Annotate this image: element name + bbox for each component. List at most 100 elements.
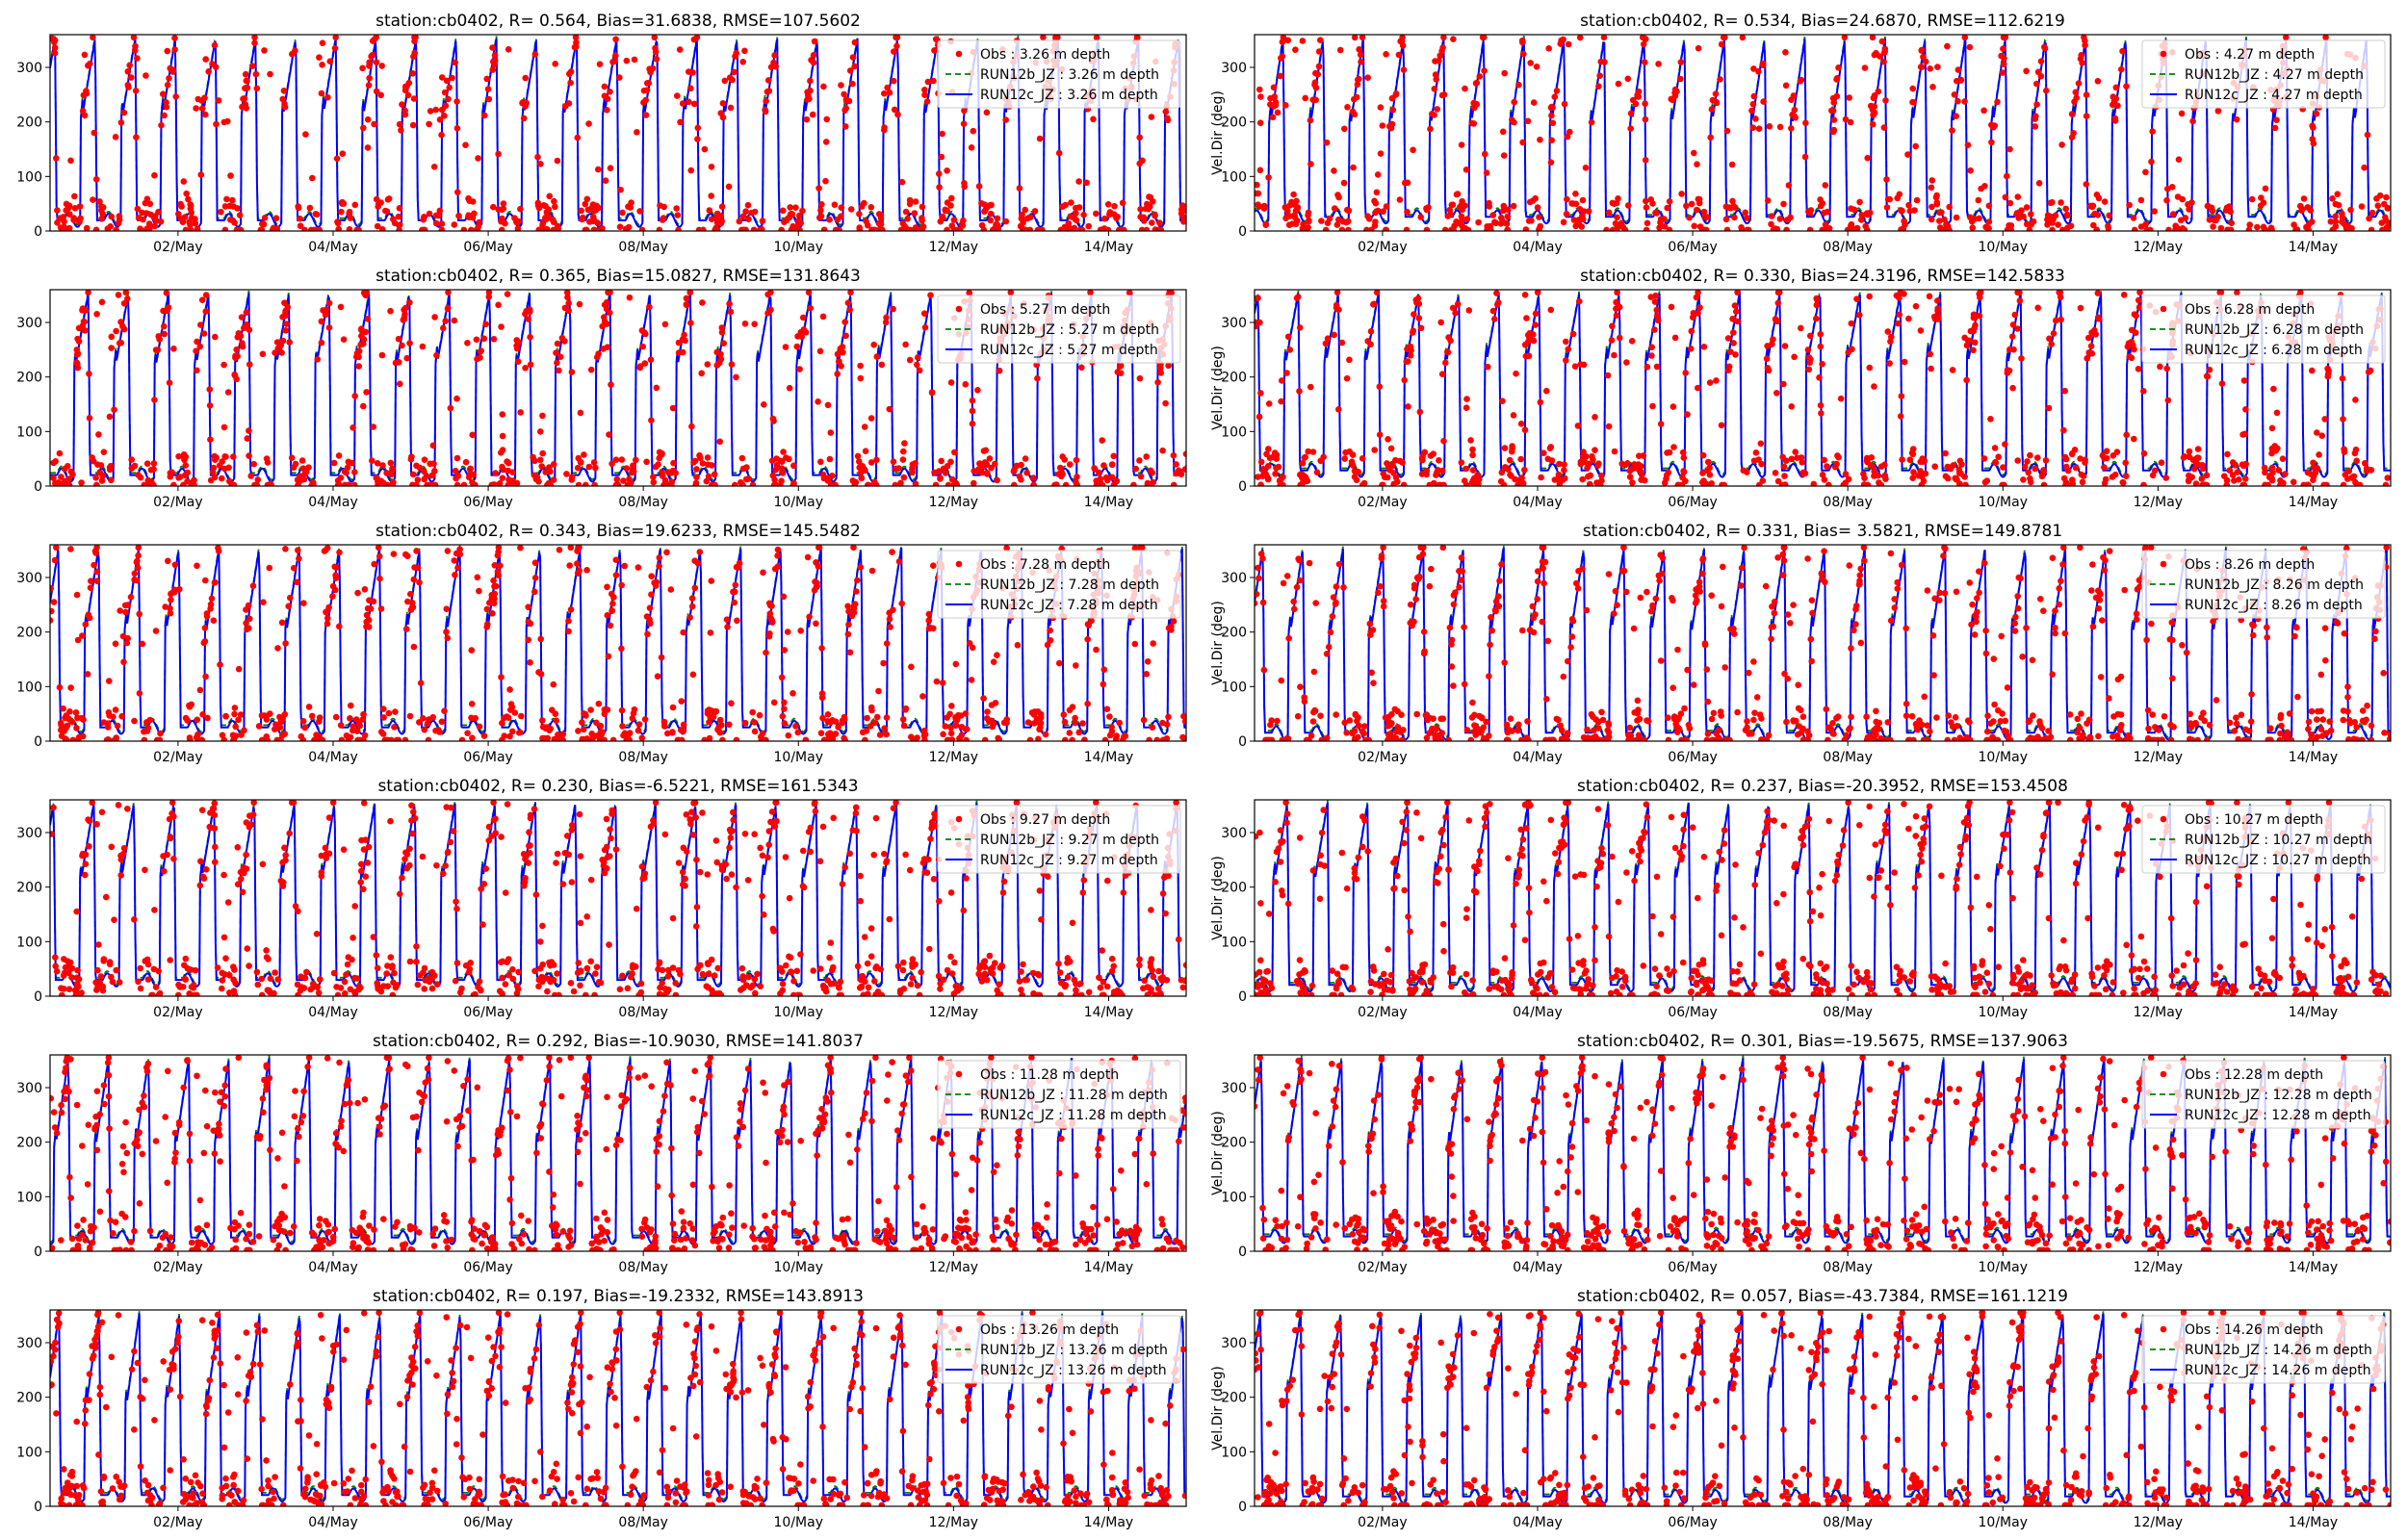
obs-point: [167, 64, 173, 72]
obs-point: [820, 226, 828, 231]
obs-point: [74, 636, 82, 644]
obs-point: [1902, 700, 1910, 707]
obs-point: [712, 707, 720, 715]
obs-point: [1272, 471, 1279, 477]
obs-point: [1483, 718, 1489, 726]
obs-point: [2233, 720, 2240, 728]
obs-point: [1563, 357, 1569, 364]
obs-point: [1536, 214, 1542, 220]
obs-point: [452, 467, 459, 475]
obs-point: [1817, 330, 1825, 338]
obs-point: [1842, 471, 1850, 477]
obs-point: [2097, 674, 2105, 680]
obs-point: [2122, 459, 2129, 467]
obs-point: [951, 449, 958, 456]
obs-point: [846, 306, 853, 314]
obs-point: [939, 213, 946, 220]
obs-point: [962, 726, 970, 732]
obs-point: [1462, 167, 1470, 173]
obs-point: [1018, 476, 1024, 483]
obs-point: [1156, 219, 1163, 226]
obs-point: [691, 584, 699, 592]
obs-point: [718, 722, 725, 729]
obs-point: [992, 460, 998, 468]
obs-point: [1664, 204, 1670, 212]
obs-point: [1690, 310, 1697, 317]
obs-point: [1966, 337, 1973, 345]
obs-point: [2165, 226, 2172, 231]
obs-point: [616, 74, 623, 81]
obs-point: [355, 347, 363, 355]
obs-point: [316, 736, 324, 741]
obs-point: [1373, 189, 1381, 196]
obs-point: [233, 226, 241, 231]
obs-point: [119, 632, 127, 640]
obs-point: [2027, 478, 2034, 486]
obs-point: [2217, 224, 2225, 231]
obs-point: [438, 718, 446, 726]
obs-point: [1605, 423, 1613, 430]
obs-point: [2091, 210, 2098, 218]
obs-point: [971, 479, 977, 486]
obs-point: [612, 456, 620, 464]
obs-point: [2194, 446, 2202, 452]
obs-point: [867, 723, 874, 730]
obs-point: [201, 625, 209, 631]
obs-point: [2119, 47, 2126, 55]
obs-point: [966, 290, 972, 296]
obs-point: [2323, 481, 2330, 486]
obs-point: [1997, 718, 2005, 725]
obs-point: [2308, 732, 2315, 738]
obs-point: [838, 213, 844, 220]
obs-point: [883, 314, 890, 321]
obs-point: [2101, 455, 2108, 462]
obs-point: [1906, 207, 1914, 215]
obs-point: [994, 215, 1001, 222]
obs-point: [638, 226, 646, 231]
obs-point: [667, 586, 675, 593]
obs-point: [1417, 324, 1425, 332]
obs-point: [545, 206, 553, 213]
obs-point: [1788, 403, 1795, 410]
obs-point: [161, 112, 168, 119]
obs-point: [1758, 715, 1765, 722]
obs-point: [1971, 324, 1978, 332]
obs-point: [704, 454, 712, 461]
obs-point: [132, 88, 140, 94]
subplot-title: station:cb0402, R= 0.330, Bias=24.3196, …: [1580, 267, 2065, 286]
obs-point: [2169, 211, 2177, 218]
obs-point: [1963, 376, 1970, 384]
obs-point: [1334, 192, 1341, 198]
obs-point: [1392, 91, 1399, 98]
obs-point: [515, 339, 522, 346]
obs-point: [2175, 156, 2183, 163]
obs-point: [499, 719, 505, 727]
obs-point: [51, 37, 59, 44]
legend-entry: Obs : 6.28 m depth: [2185, 302, 2315, 318]
obs-point: [1519, 481, 1526, 486]
obs-point: [721, 77, 729, 85]
obs-point: [248, 63, 256, 69]
obs-point: [758, 733, 764, 740]
obs-point: [67, 546, 74, 552]
obs-point: [2262, 469, 2268, 476]
obs-point: [1255, 181, 1260, 189]
obs-point: [2082, 41, 2088, 49]
obs-point: [1423, 226, 1431, 231]
obs-point: [539, 412, 546, 420]
obs-point: [1622, 588, 1630, 596]
obs-point: [1624, 75, 1632, 83]
obs-point: [865, 221, 871, 229]
obs-point: [2361, 460, 2368, 467]
obs-point: [947, 458, 954, 466]
obs-point: [1643, 219, 1651, 227]
obs-point: [1534, 204, 1541, 211]
obs-point: [790, 479, 797, 486]
obs-point: [1880, 124, 1888, 131]
obs-point: [1084, 635, 1091, 643]
obs-point: [1564, 133, 1571, 141]
obs-point: [619, 723, 626, 730]
obs-point: [500, 200, 507, 207]
obs-point: [830, 481, 838, 486]
obs-point: [875, 220, 883, 227]
